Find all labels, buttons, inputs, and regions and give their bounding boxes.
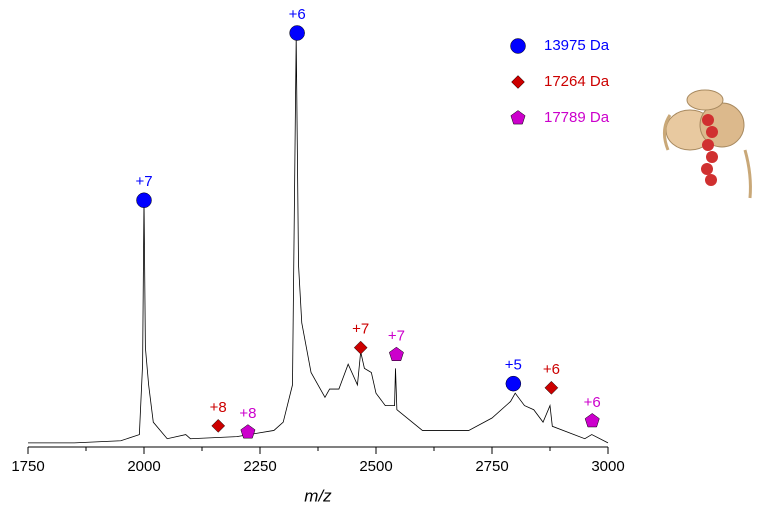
x-tick-label: 1750 (11, 458, 44, 475)
peak-marker (353, 340, 368, 355)
x-tick-label: 2250 (243, 458, 276, 475)
legend-marker (511, 75, 525, 89)
peak-marker (289, 25, 305, 41)
x-tick-label: 3000 (591, 458, 624, 475)
charge-label: +7 (388, 328, 405, 345)
protein-structure (663, 89, 752, 199)
x-tick-label: 2750 (475, 458, 508, 475)
peak-marker (505, 375, 522, 392)
charge-label: +7 (352, 321, 369, 338)
charge-label: +7 (135, 173, 152, 190)
charge-label: +8 (210, 399, 227, 416)
charge-label: +6 (289, 6, 306, 23)
charge-label: +5 (505, 357, 522, 374)
charge-label: +6 (584, 394, 601, 411)
legend-marker (510, 38, 526, 54)
x-tick-label: 2500 (359, 458, 392, 475)
charge-label: +6 (543, 361, 560, 378)
x-tick-label: 2000 (127, 458, 160, 475)
legend-marker (510, 110, 526, 125)
legend-label: 13975 Da (544, 37, 610, 54)
legend-label: 17789 Da (544, 109, 610, 126)
peak-marker (584, 413, 600, 428)
peak-marker (136, 192, 152, 209)
charge-label: +8 (239, 405, 256, 422)
peak-marker (388, 346, 404, 361)
peak-marker (544, 380, 559, 395)
peak-marker (211, 419, 226, 433)
spectrum-line (28, 37, 609, 444)
legend-label: 17264 Da (544, 73, 610, 90)
peak-marker (240, 424, 256, 439)
x-axis-label: m/z (304, 486, 332, 505)
